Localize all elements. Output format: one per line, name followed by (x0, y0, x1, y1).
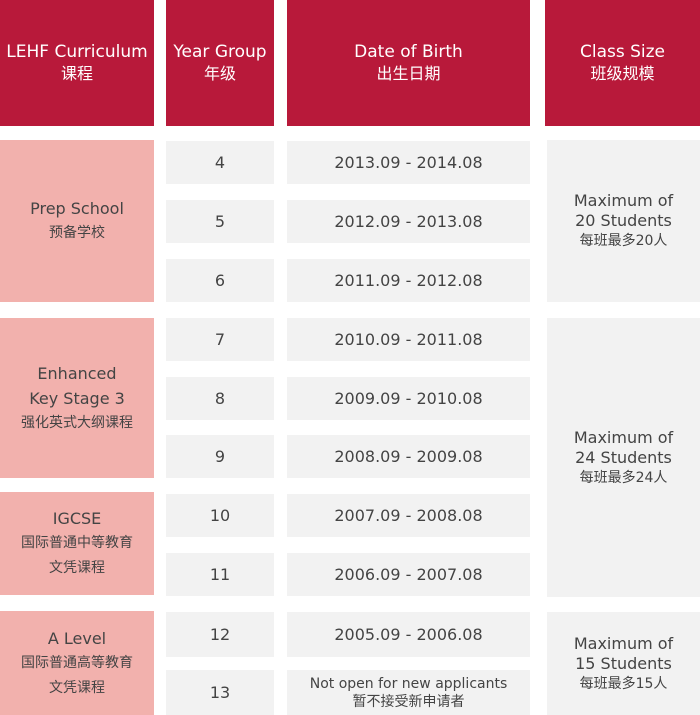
curriculum-a-level: A Level 国际普通高等教育 文凭课程 (0, 611, 154, 715)
year-value: 11 (209, 565, 231, 584)
year-value: 12 (209, 625, 231, 644)
year-value: 6 (214, 271, 226, 290)
class-size-line: Maximum of (573, 633, 674, 653)
curriculum-key-stage-3: Enhanced Key Stage 3 强化英式大纲课程 (0, 318, 154, 478)
dob-note-zh: 暂不接受新申请者 (352, 693, 465, 710)
curriculum-label-zh: 国际普通中等教育 文凭课程 (21, 535, 133, 576)
dob-value: 2006.09 - 2007.08 (334, 565, 483, 584)
class-size-line: 24 Students (575, 447, 672, 467)
year-cell: 6 (166, 259, 274, 302)
class-size-line: Maximum of (573, 191, 674, 210)
dob-cell: 2009.09 - 2010.08 (287, 377, 530, 420)
year-cell: 13 (166, 670, 274, 715)
dob-cell-closed: Not open for new applicants 暂不接受新申请者 (287, 670, 530, 715)
dob-value: 2010.09 - 2011.08 (334, 330, 483, 349)
dob-note: Not open for new applicants (309, 675, 508, 692)
class-size-cell: Maximum of 24 Students 每班最多24人 (547, 318, 700, 597)
curriculum-prep-school: Prep School 预备学校 (0, 140, 154, 302)
header-curriculum-en: LEHF Curriculum (6, 42, 148, 62)
year-cell: 12 (166, 612, 274, 657)
curriculum-label: Enhanced (37, 363, 117, 383)
year-cell: 11 (166, 553, 274, 596)
header-class-size: Class Size 班级规模 (545, 0, 700, 126)
dob-cell: 2007.09 - 2008.08 (287, 494, 530, 537)
dob-value: 2012.09 - 2013.08 (334, 212, 483, 231)
class-size-zh: 每班最多20人 (579, 233, 668, 249)
header-year-group-en: Year Group (173, 42, 267, 62)
dob-value: 2007.09 - 2008.08 (334, 506, 483, 525)
dob-cell: 2010.09 - 2011.08 (287, 318, 530, 361)
dob-value: 2013.09 - 2014.08 (334, 153, 483, 172)
class-size-line: 15 Students (575, 653, 672, 673)
year-cell: 9 (166, 435, 274, 478)
curriculum-label: Key Stage 3 (29, 388, 125, 408)
dob-cell: 2011.09 - 2012.08 (287, 259, 530, 302)
curriculum-igcse: IGCSE 国际普通中等教育 文凭课程 (0, 492, 154, 595)
year-cell: 10 (166, 494, 274, 537)
dob-cell: 2005.09 - 2006.08 (287, 612, 530, 657)
year-value: 5 (214, 212, 226, 231)
header-dob-en: Date of Birth (354, 42, 463, 62)
curriculum-label-zh: 国际普通高等教育 文凭课程 (21, 654, 133, 696)
year-value: 4 (214, 153, 226, 172)
header-year-group: Year Group 年级 (166, 0, 274, 126)
class-size-line: 20 Students (575, 211, 672, 230)
year-value: 13 (209, 683, 231, 702)
class-size-line: Maximum of (573, 427, 674, 447)
year-cell: 5 (166, 200, 274, 243)
class-size-zh: 每班最多15人 (579, 675, 668, 692)
curriculum-label: Prep School (30, 199, 124, 218)
dob-value: 2005.09 - 2006.08 (334, 625, 483, 644)
curriculum-label: A Level (47, 628, 107, 648)
dob-value: 2011.09 - 2012.08 (334, 271, 483, 290)
curriculum-label-zh: 预备学校 (49, 225, 105, 241)
year-cell: 7 (166, 318, 274, 361)
header-dob-zh: 出生日期 (376, 64, 441, 83)
class-size-cell: Maximum of 20 Students 每班最多20人 (547, 140, 700, 302)
header-curriculum: LEHF Curriculum 课程 (0, 0, 154, 126)
header-year-group-zh: 年级 (203, 64, 236, 83)
dob-cell: 2008.09 - 2009.08 (287, 435, 530, 478)
header-class-size-zh: 班级规模 (590, 64, 655, 83)
curriculum-label-zh: 强化英式大纲课程 (21, 414, 133, 431)
class-size-cell: Maximum of 15 Students 每班最多15人 (547, 612, 700, 715)
year-cell: 4 (166, 141, 274, 184)
class-size-zh: 每班最多24人 (579, 469, 668, 486)
year-value: 7 (214, 330, 226, 349)
curriculum-label: IGCSE (52, 509, 102, 528)
header-dob: Date of Birth 出生日期 (287, 0, 530, 126)
header-curriculum-zh: 课程 (60, 64, 93, 83)
year-value: 10 (209, 506, 231, 525)
header-class-size-en: Class Size (579, 42, 666, 62)
dob-cell: 2012.09 - 2013.08 (287, 200, 530, 243)
year-cell: 8 (166, 377, 274, 420)
year-value: 9 (214, 447, 226, 466)
dob-value: 2008.09 - 2009.08 (334, 447, 483, 466)
year-value: 8 (214, 389, 226, 408)
dob-value: 2009.09 - 2010.08 (334, 389, 483, 408)
dob-cell: 2013.09 - 2014.08 (287, 141, 530, 184)
dob-cell: 2006.09 - 2007.08 (287, 553, 530, 596)
